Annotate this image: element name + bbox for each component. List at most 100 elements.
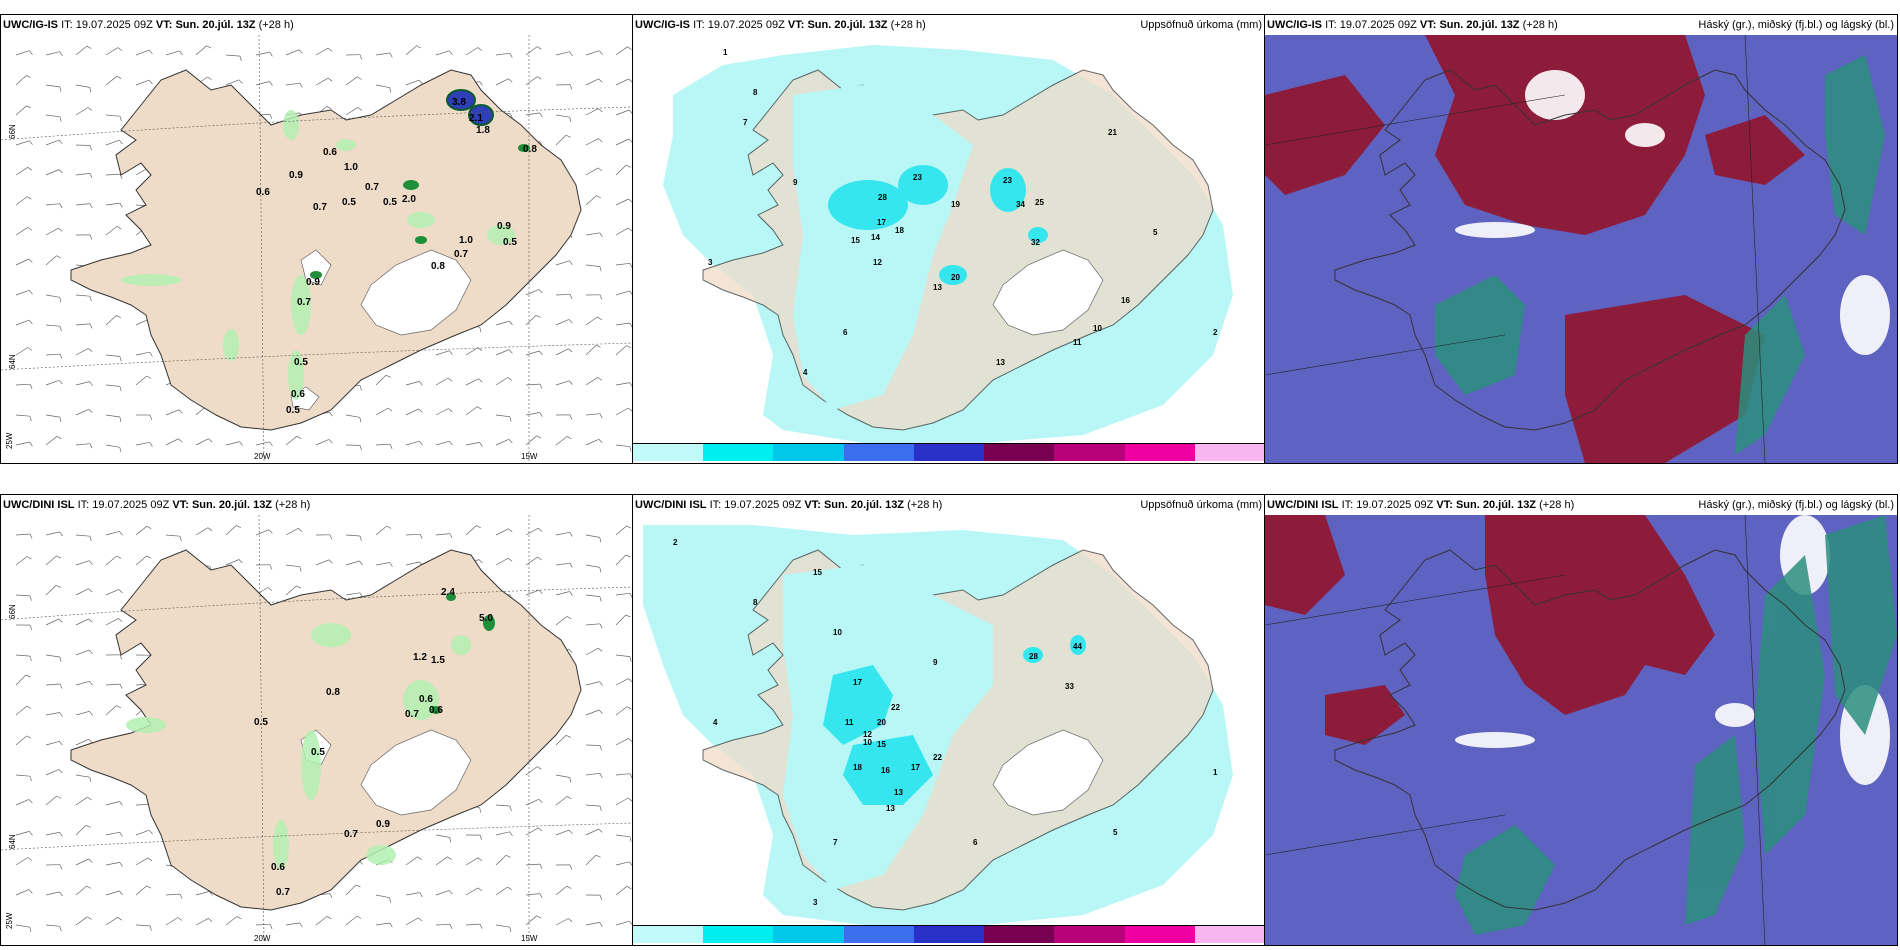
- lat-label-64: 64N: [8, 354, 17, 369]
- precip-patches: [121, 110, 515, 400]
- lat-label-63: 25W: [5, 432, 14, 449]
- value-label: 25: [1035, 198, 1044, 207]
- value-label: 15: [813, 568, 822, 577]
- value-label: 0.9: [497, 221, 511, 232]
- high-cloud: [1265, 515, 1715, 745]
- colorbar-segment: [843, 444, 915, 461]
- value-label: 1: [1213, 768, 1218, 777]
- value-label: 22: [933, 753, 942, 762]
- colorbar-segment: [773, 926, 845, 943]
- colorbar-segment: [703, 444, 775, 461]
- value-label: 0.5: [311, 747, 325, 758]
- value-label: 12: [863, 730, 872, 739]
- value-label: 1.0: [344, 162, 358, 173]
- value-label: 28: [878, 193, 887, 202]
- colorbar-tick-label: 400: [1197, 944, 1212, 945]
- wind-precip-map: 66N 64N 25W 20W 15W 0.6 1.0 0.9 0.7 0.5 …: [1, 35, 633, 463]
- value-label: 11: [845, 718, 854, 727]
- value-label: 0.6: [271, 862, 285, 873]
- value-label: 0.5: [383, 197, 397, 208]
- value-label: 15: [877, 740, 886, 749]
- colorbar-segment: [1054, 926, 1126, 943]
- lon-label-15w: 15W: [521, 934, 538, 943]
- colorbar-segment: [633, 926, 705, 943]
- value-label: 0.7: [276, 887, 290, 898]
- graticule: [1265, 35, 1766, 463]
- colorbar-tick-label: 1: [635, 944, 640, 945]
- colorbar-segment: [773, 444, 845, 461]
- value-label: 34: [1016, 200, 1025, 209]
- panel-top-mid-accum-precip: UWC/IG-IS IT: 19.07.2025 09Z VT: Sun. 20…: [632, 14, 1266, 464]
- value-label: 3: [813, 898, 818, 907]
- colorbar-tick-label: 1: [635, 462, 640, 463]
- value-label: 0.7: [405, 709, 419, 720]
- cloud-cover-map: [1265, 515, 1897, 945]
- precip-patches: [126, 623, 471, 870]
- clear-patches: [1455, 70, 1890, 355]
- value-label: 0.6: [429, 705, 443, 716]
- colorbar-segment: [633, 444, 705, 461]
- value-label: 13: [996, 358, 1005, 367]
- colorbar-tick-label: 100: [986, 944, 1001, 945]
- colorbar-segment: [1194, 926, 1265, 943]
- panel-title: Uppsöfnuð úrkoma (mm): [1140, 19, 1262, 31]
- colorbar-tick-label: 75: [916, 944, 926, 945]
- panel-header: UWC/DINI ISL IT: 19.07.2025 09Z VT: Sun.…: [635, 499, 943, 511]
- colorbar-tick-label: 75: [916, 462, 926, 463]
- panel-bottom-left-wind-precip: UWC/DINI ISL IT: 19.07.2025 09Z VT: Sun.…: [0, 494, 634, 946]
- lat-label-63: 25W: [5, 912, 14, 929]
- value-label: 21: [1108, 128, 1117, 137]
- value-label: 5: [1113, 828, 1118, 837]
- value-label: 5.0: [479, 613, 493, 624]
- iceland-outline: [1334, 69, 1846, 431]
- value-label: 1.2: [413, 652, 427, 663]
- value-label: 7: [743, 118, 748, 127]
- colorbar-tick-label: 10: [705, 462, 715, 463]
- value-label: 0.8: [431, 261, 445, 272]
- iceland-outline: [1334, 549, 1846, 911]
- colorbar-segment: [913, 444, 986, 461]
- value-label: 4: [713, 718, 718, 727]
- accum-precip-map: 17 22 20 11 12 15 18 16 17 22 13 13 10 2…: [643, 525, 1233, 925]
- value-label: 0.5: [503, 237, 517, 248]
- colorbar-segment: [1124, 926, 1196, 943]
- value-label: 3: [708, 258, 713, 267]
- precip-area-inland: [783, 565, 993, 890]
- precip-values: 23 28 19 17 18 14 15 23 34 25 32 21 20 1…: [708, 48, 1218, 377]
- value-label: 10: [1093, 324, 1102, 333]
- colorbar: 1 10 25 50 75 100 150 200 400: [633, 925, 1265, 945]
- colorbar-segment: [913, 926, 986, 943]
- value-label: 15: [851, 236, 860, 245]
- value-label: 2: [1213, 328, 1218, 337]
- value-label: 0.9: [376, 819, 390, 830]
- value-label: 20: [951, 273, 960, 282]
- value-label: 0.6: [291, 389, 305, 400]
- value-label: 16: [881, 766, 890, 775]
- value-label: 0.9: [289, 170, 303, 181]
- lat-label-66: 66N: [8, 604, 17, 619]
- value-label: 1.0: [459, 235, 473, 246]
- colorbar-segment: [1194, 444, 1265, 461]
- colorbar-tick-label: 100: [986, 462, 1001, 463]
- value-label: 2.1: [469, 113, 483, 124]
- lon-label-15w: 15W: [521, 452, 538, 461]
- value-label: 2: [673, 538, 678, 547]
- value-label: 3.8: [452, 97, 466, 108]
- value-label: 44: [1073, 642, 1082, 651]
- lon-label-20w: 20W: [254, 452, 271, 461]
- value-label: 0.8: [326, 687, 340, 698]
- colorbar-tick-label: 150: [1056, 462, 1071, 463]
- glacier-langjokull: [300, 249, 332, 286]
- panel-header: UWC/IG-IS IT: 19.07.2025 09Z VT: Sun. 20…: [3, 19, 294, 31]
- colorbar-tick-label: 25: [775, 462, 785, 463]
- value-label: 1.5: [431, 655, 445, 666]
- panel-top-right-cloud: UWC/IG-IS IT: 19.07.2025 09Z VT: Sun. 20…: [1264, 14, 1898, 464]
- mid-cloud: [1435, 55, 1885, 455]
- value-label: 22: [891, 703, 900, 712]
- value-label: 9: [933, 658, 938, 667]
- graticule: [1265, 515, 1766, 945]
- value-label: 7: [833, 838, 838, 847]
- colorbar-tick-label: 50: [846, 944, 856, 945]
- colorbar-tick-label: 200: [1127, 944, 1142, 945]
- panel-title: Háský (gr.), miðský (fj.bl.) og lágský (…: [1698, 19, 1894, 31]
